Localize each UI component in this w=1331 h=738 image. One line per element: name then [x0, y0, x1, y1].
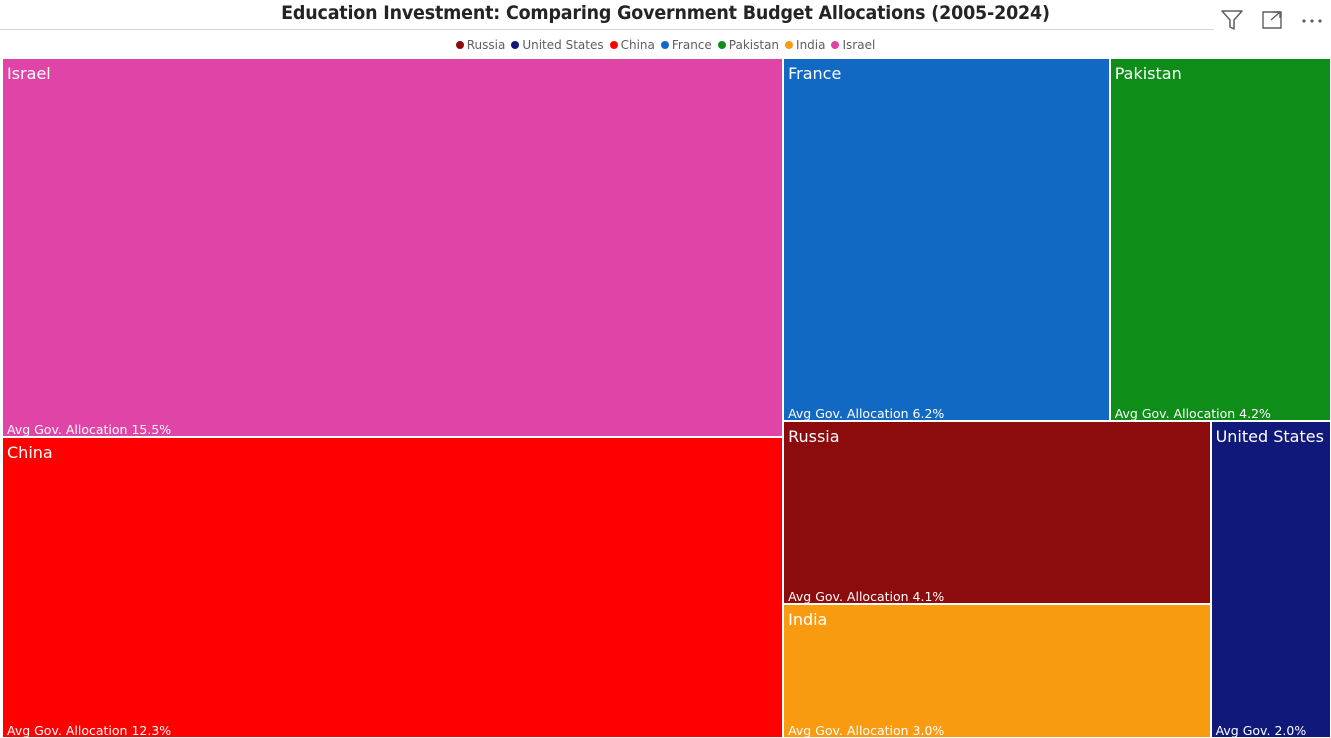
tile-category-label: Israel [7, 64, 51, 83]
chart-legend: Russia United States China France Pakistan In… [0, 38, 1331, 52]
legend-label: United States [522, 38, 604, 52]
tile-value-text: 6.2% [912, 405, 945, 421]
legend-label: Israel [842, 38, 876, 52]
legend-marker [717, 41, 726, 49]
legend-item-united-states[interactable]: United States [511, 38, 604, 52]
legend-marker [660, 41, 669, 49]
legend-item-india[interactable]: India [785, 38, 825, 52]
tile-measure-label: Avg Gov. Allocation [788, 588, 909, 604]
treemap-tile-india[interactable]: India Avg Gov. Allocation 3.0% [783, 603, 1211, 738]
tile-data-label: Avg Gov. Allocation 6.2% [788, 405, 945, 421]
filter-icon[interactable] [1219, 8, 1245, 32]
legend-label: Russia [466, 38, 506, 52]
tile-data-label: Avg Gov. Allocation 3.0% [788, 722, 945, 738]
legend-item-pakistan[interactable]: Pakistan [717, 38, 780, 52]
legend-item-china[interactable]: China [609, 38, 655, 52]
tile-category-label: United States [1215, 426, 1324, 446]
tile-value-text: 4.1% [912, 588, 945, 604]
treemap-tile-israel[interactable]: Israel Avg Gov. Allocation 15.5% [2, 58, 784, 438]
legend-label: India [796, 38, 826, 52]
legend-label: France [671, 38, 712, 52]
legend-marker [831, 41, 840, 49]
tile-value-text: 2.0% [1274, 722, 1307, 738]
treemap-tile-united-states[interactable]: United States Avg Gov. 2.0% [1210, 420, 1331, 738]
tile-data-label: Avg Gov. Allocation 4.1% [788, 588, 945, 604]
tile-measure-label: Avg Gov. Allocation [7, 722, 128, 738]
legend-item-france[interactable]: France [660, 38, 712, 52]
treemap-tile-pakistan[interactable]: Pakistan Avg Gov. Allocation 4.2% [1109, 58, 1331, 421]
legend-marker [785, 41, 794, 49]
tile-data-label: Avg Gov. 2.0% [1215, 722, 1307, 738]
tile-value-text: 4.2% [1239, 405, 1271, 421]
tile-data-label: Avg Gov. Allocation 4.2% [1114, 405, 1271, 421]
treemap-tile-china[interactable]: China Avg Gov. Allocation 12.3% [2, 437, 784, 738]
legend-marker [455, 41, 464, 49]
focus-mode-icon[interactable] [1259, 8, 1285, 32]
legend-item-russia[interactable]: Russia [455, 38, 506, 52]
chart-title: Education Investment: Comparing Governme… [281, 2, 1050, 24]
tile-value-text: 3.0% [912, 722, 945, 738]
tile-category-label: Pakistan [1114, 64, 1182, 83]
legend-label: Pakistan [728, 38, 780, 52]
treemap-tile-russia[interactable]: Russia Avg Gov. Allocation 4.1% [783, 420, 1211, 604]
tile-category-label: France [788, 64, 842, 83]
tile-measure-label: Avg Gov. Allocation [788, 722, 909, 738]
tile-value-text: 15.5% [131, 422, 172, 438]
tile-category-label: China [7, 443, 53, 463]
tile-category-label: India [788, 609, 828, 629]
tile-data-label: Avg Gov. Allocation 15.5% [7, 422, 172, 438]
tile-value-text: 12.3% [131, 722, 172, 738]
legend-marker [609, 41, 618, 49]
legend-item-israel[interactable]: Israel [831, 38, 875, 52]
legend-label: China [620, 38, 655, 52]
tile-measure-label: Avg Gov. Allocation [7, 422, 128, 438]
tile-data-label: Avg Gov. Allocation 12.3% [7, 722, 172, 738]
tile-measure-label: Avg Gov. Allocation [788, 405, 909, 421]
more-options-icon[interactable] [1299, 8, 1325, 32]
title-divider [0, 29, 1214, 30]
visual-header-icons [1219, 8, 1325, 32]
treemap-tile-france[interactable]: France Avg Gov. Allocation 6.2% [783, 58, 1110, 421]
tile-measure-label: Avg Gov. Allocation [1114, 405, 1236, 421]
tile-measure-label: Avg Gov. [1215, 722, 1271, 738]
legend-marker [511, 41, 520, 49]
tile-category-label: Russia [788, 426, 840, 446]
